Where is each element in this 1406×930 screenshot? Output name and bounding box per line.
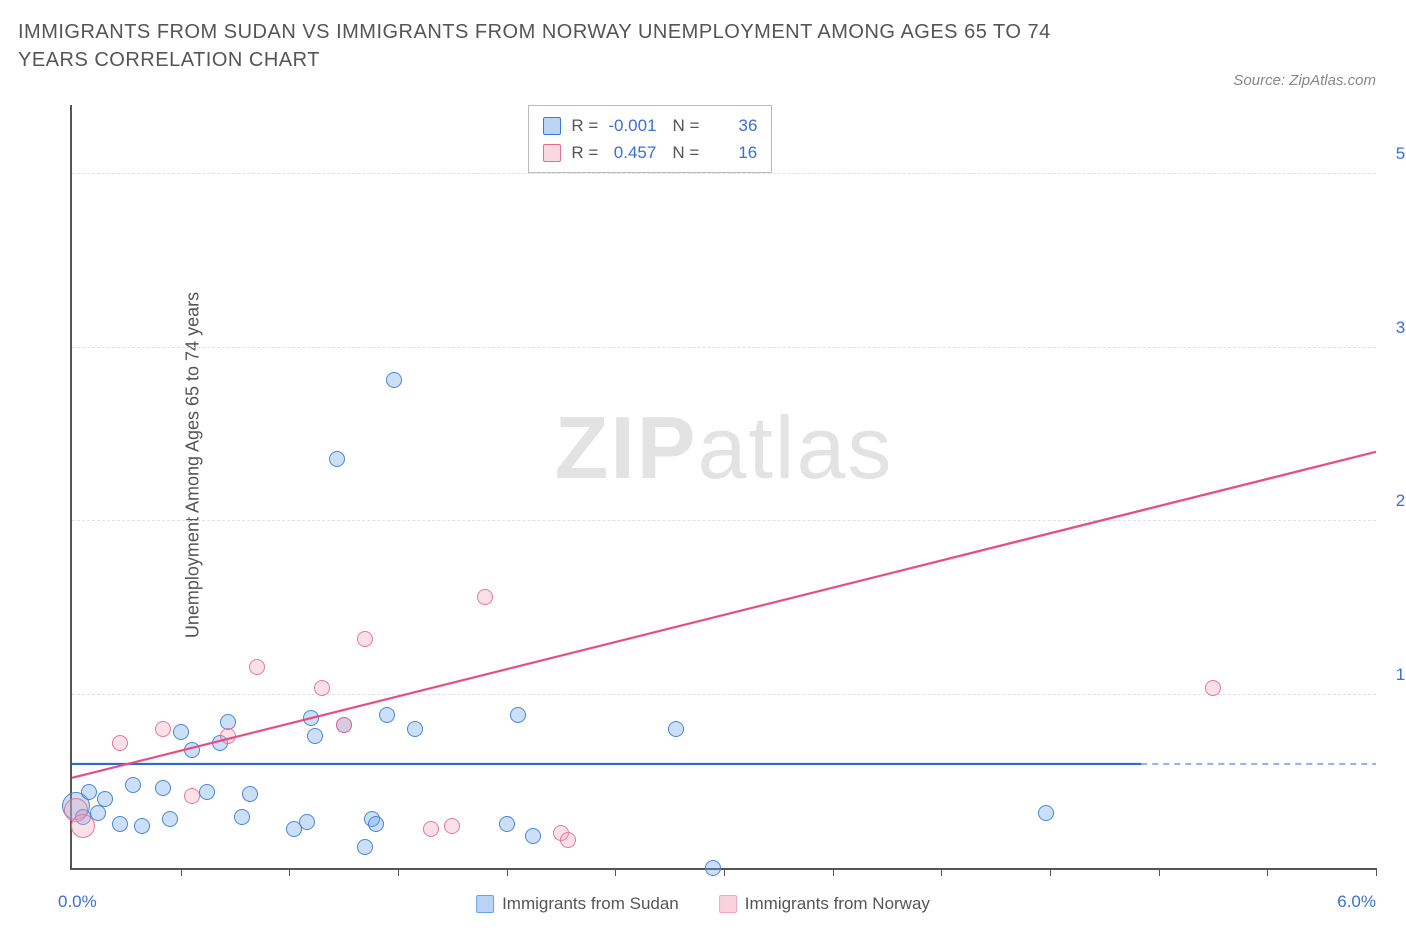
stat-n-value: 36 bbox=[709, 112, 757, 139]
source-name: ZipAtlas.com bbox=[1289, 72, 1376, 89]
legend-label: Immigrants from Norway bbox=[745, 894, 930, 914]
stat-r-value: 0.457 bbox=[608, 139, 656, 166]
legend-label: Immigrants from Sudan bbox=[502, 894, 679, 914]
x-tick bbox=[941, 868, 942, 876]
correlation-stats-box: R = -0.001 N = 36 R = 0.457 N = 16 bbox=[528, 105, 772, 173]
x-tick bbox=[507, 868, 508, 876]
y-tick-label: 37.5% bbox=[1396, 318, 1406, 338]
stat-n-value: 16 bbox=[709, 139, 757, 166]
chart-title: IMMIGRANTS FROM SUDAN VS IMMIGRANTS FROM… bbox=[18, 18, 1118, 74]
trend-lines-layer bbox=[72, 105, 1376, 868]
y-tick-label: 25.0% bbox=[1396, 491, 1406, 511]
x-tick bbox=[833, 868, 834, 876]
legend-item: Immigrants from Norway bbox=[719, 894, 930, 914]
stat-n-label: N = bbox=[673, 112, 700, 139]
legend-item: Immigrants from Sudan bbox=[476, 894, 679, 914]
x-tick bbox=[1159, 868, 1160, 876]
source-prefix: Source: bbox=[1233, 72, 1289, 89]
y-tick-label: 50.0% bbox=[1396, 144, 1406, 164]
stat-r-label: R = bbox=[571, 112, 598, 139]
x-tick bbox=[1267, 868, 1268, 876]
stats-row: R = 0.457 N = 16 bbox=[543, 139, 757, 166]
source-attribution: Source: ZipAtlas.com bbox=[1233, 72, 1376, 89]
x-axis-min-label: 0.0% bbox=[58, 892, 97, 912]
stat-r-value: -0.001 bbox=[608, 112, 656, 139]
legend-swatch bbox=[543, 117, 561, 135]
x-tick bbox=[615, 868, 616, 876]
x-tick bbox=[724, 868, 725, 876]
x-tick bbox=[1050, 868, 1051, 876]
legend-swatch bbox=[719, 895, 737, 913]
legend-swatch bbox=[543, 144, 561, 162]
x-tick bbox=[181, 868, 182, 876]
trend-line bbox=[72, 452, 1376, 778]
legend-swatch bbox=[476, 895, 494, 913]
x-tick bbox=[289, 868, 290, 876]
y-tick-label: 12.5% bbox=[1396, 665, 1406, 685]
x-tick bbox=[398, 868, 399, 876]
stat-r-label: R = bbox=[571, 139, 598, 166]
x-axis-max-label: 6.0% bbox=[1337, 892, 1376, 912]
chart-plot-area: ZIPatlas R =-0.001N =36R =0.457N =16 12.… bbox=[70, 105, 1376, 870]
x-tick bbox=[1376, 868, 1377, 876]
stat-n-label: N = bbox=[672, 139, 699, 166]
bottom-legend: Immigrants from Sudan Immigrants from Nor… bbox=[476, 894, 930, 914]
stats-row: R = -0.001 N = 36 bbox=[543, 112, 757, 139]
